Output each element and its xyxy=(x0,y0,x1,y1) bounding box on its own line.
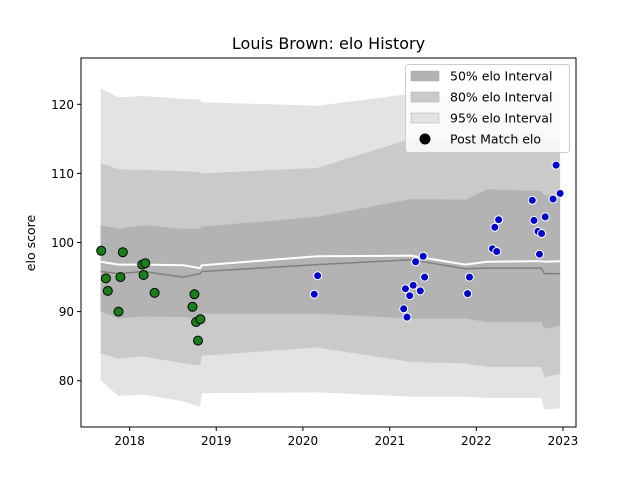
post-match-elo-point xyxy=(113,306,124,317)
post-match-elo-point xyxy=(195,314,206,325)
legend-frame xyxy=(405,64,570,153)
y-tick-label: 90 xyxy=(59,305,74,319)
post-match-elo-point xyxy=(535,249,544,259)
y-axis-label: elo score xyxy=(23,215,38,272)
post-match-elo-point xyxy=(193,335,203,346)
post-match-elo-point xyxy=(463,289,473,299)
y-tick-label: 120 xyxy=(51,98,74,112)
post-match-elo-point xyxy=(555,188,565,198)
y-axis: 80 90 100 110 120 xyxy=(51,98,81,388)
post-match-elo-point xyxy=(537,229,547,238)
post-match-elo-point xyxy=(313,271,323,281)
x-tick-label: 2023 xyxy=(548,434,579,448)
post-match-elo-point xyxy=(415,286,425,296)
post-match-elo-point xyxy=(402,312,412,322)
post-match-elo-point xyxy=(96,245,107,256)
post-match-elo-point xyxy=(309,289,319,299)
post-match-elo-point xyxy=(408,280,418,290)
post-match-elo-point xyxy=(400,284,410,294)
y-tick-label: 110 xyxy=(51,167,74,181)
legend-label: 80% elo Interval xyxy=(450,90,552,105)
post-match-elo-point xyxy=(138,270,149,280)
post-match-elo-point xyxy=(189,289,200,300)
post-match-elo-point xyxy=(399,304,409,314)
post-match-elo-point xyxy=(187,301,198,312)
legend-swatch-band xyxy=(410,70,440,82)
legend-label: Post Match elo xyxy=(450,132,541,147)
y-tick-label: 100 xyxy=(51,236,74,250)
post-match-elo-point xyxy=(551,160,561,170)
x-tick-label: 2022 xyxy=(461,434,492,448)
x-tick-label: 2021 xyxy=(374,434,405,448)
x-tick-label: 2020 xyxy=(288,434,319,448)
post-match-elo-point xyxy=(140,258,151,269)
legend-marker-point xyxy=(419,133,431,145)
band-50-interval xyxy=(100,189,561,329)
chart-title: Louis Brown: elo History xyxy=(232,34,425,53)
x-tick-label: 2019 xyxy=(201,434,232,448)
y-tick-label: 80 xyxy=(59,374,74,388)
plot-area xyxy=(96,88,565,410)
legend: 50% elo Interval 80% elo Interval 95% elo … xyxy=(405,64,570,153)
post-match-elo-point xyxy=(411,257,421,267)
post-match-elo-point xyxy=(540,212,550,222)
x-axis: 2018 2019 2020 2021 2022 2023 xyxy=(114,427,578,448)
median-elo-line xyxy=(100,259,561,278)
legend-label: 50% elo Interval xyxy=(450,69,552,84)
post-match-elo-point xyxy=(465,272,474,282)
post-match-elo-point xyxy=(548,194,558,204)
post-match-elo-point xyxy=(100,273,111,284)
post-match-elo-point xyxy=(490,222,500,232)
post-match-elo-point xyxy=(420,272,430,282)
legend-label: 95% elo Interval xyxy=(450,111,552,126)
post-match-elo-point xyxy=(494,215,504,225)
post-match-elo-point xyxy=(492,247,502,256)
post-match-elo-point xyxy=(529,215,539,225)
post-match-elo-point xyxy=(149,287,160,298)
post-match-elo-point xyxy=(405,291,415,301)
mean-elo-line xyxy=(100,254,561,270)
post-match-elo-point xyxy=(418,251,428,261)
legend-swatch-band xyxy=(410,112,440,124)
x-tick-label: 2018 xyxy=(114,434,145,448)
legend-swatch-band xyxy=(410,91,440,103)
post-match-elo-point xyxy=(102,285,113,296)
post-match-elo-point xyxy=(117,247,128,258)
post-match-elo-point xyxy=(115,272,126,283)
post-match-elo-point xyxy=(527,195,537,205)
